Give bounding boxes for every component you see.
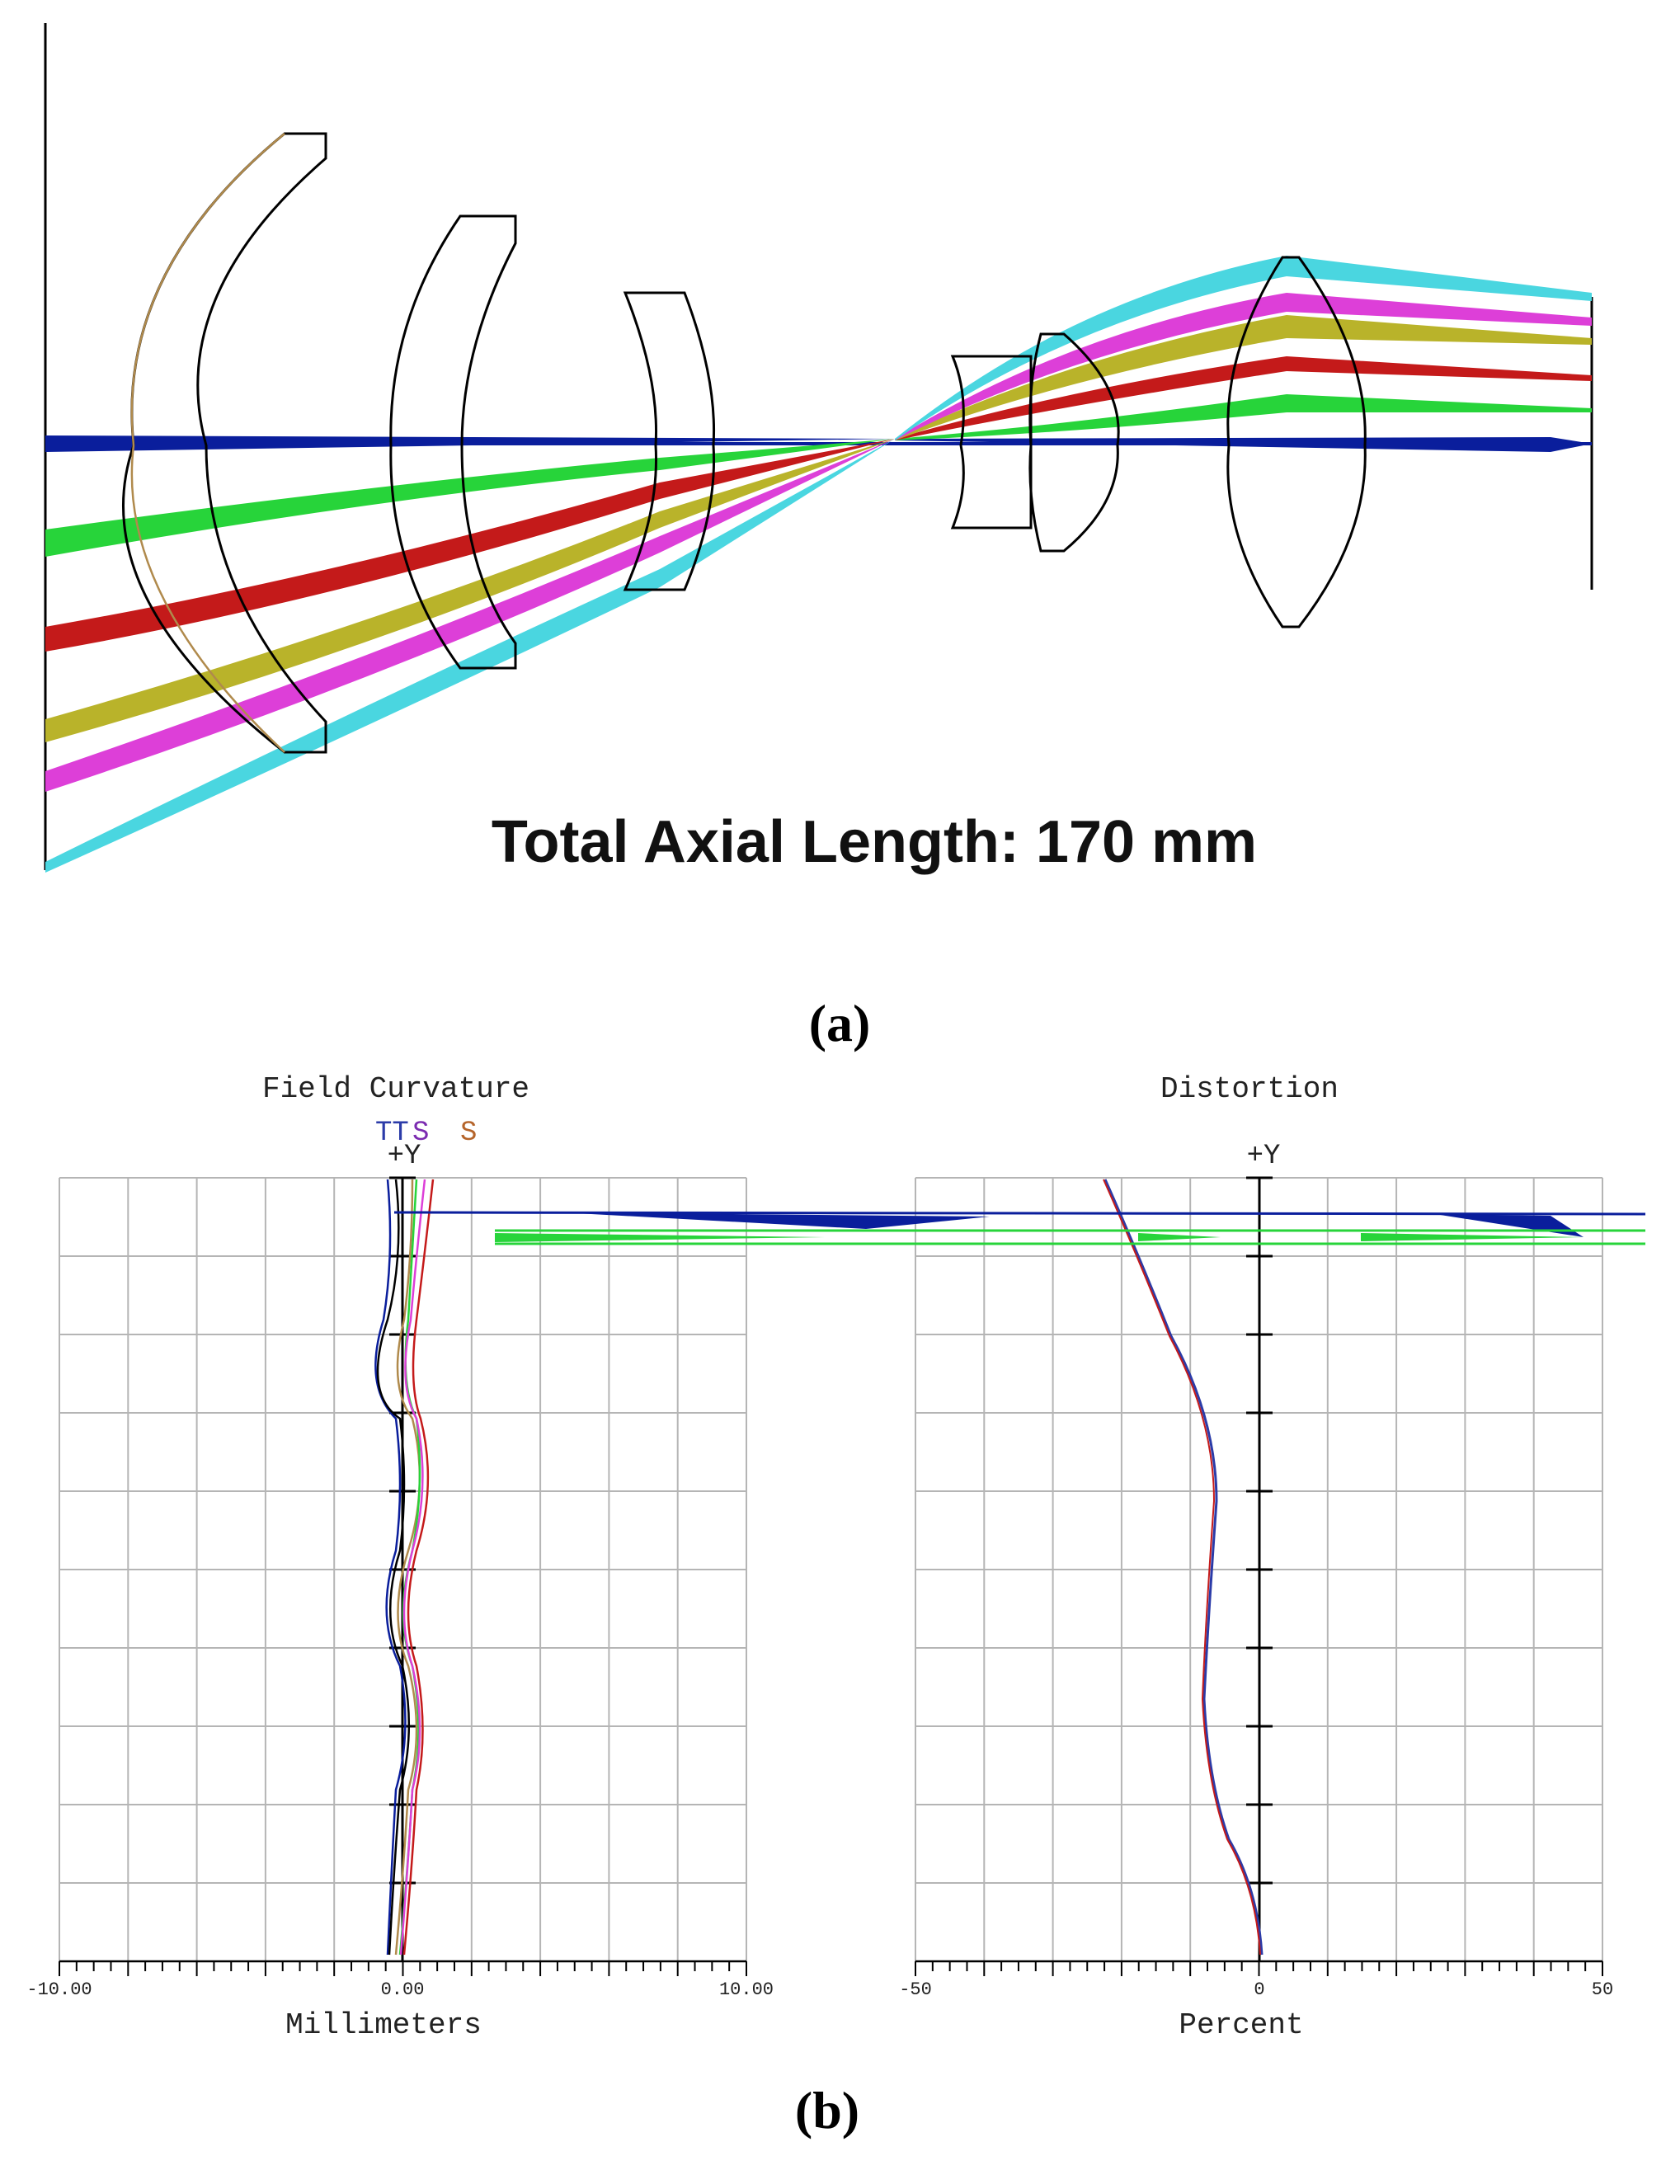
axial-length-label: Total Axial Length: 170 mm bbox=[492, 809, 1257, 875]
distortion-axis-label: +Y bbox=[1247, 1141, 1281, 1172]
field-curvature-x-label: Millimeters bbox=[285, 2008, 482, 2042]
ray-bundle-field-4 bbox=[45, 439, 895, 792]
fc-curve-sagittal-3 bbox=[399, 1179, 426, 1956]
ray-bundle-field-2 bbox=[45, 439, 895, 652]
distortion-curve-1 bbox=[1104, 1179, 1264, 1956]
overlay-blue-fill bbox=[561, 1212, 990, 1229]
distortion-tick-max: 50 bbox=[1592, 1979, 1613, 2000]
field-curvature-title: Field Curvature bbox=[262, 1072, 529, 1106]
ray-bundle-field-5-right bbox=[895, 256, 1592, 440]
fc-curve-tangential-3 bbox=[376, 1179, 411, 1956]
aberration-panel: Field Curvature TT S S +Y -10.00 0.00 10… bbox=[26, 1072, 1646, 2139]
ray-bundle-field-3 bbox=[45, 439, 895, 742]
distortion-curve-2 bbox=[1103, 1179, 1261, 1956]
field-curvature-curves bbox=[374, 1179, 435, 1956]
distortion-grid bbox=[915, 1176, 1603, 1976]
ray-bundle-field-2-right bbox=[895, 356, 1592, 440]
field-curvature-legend-s2: S bbox=[460, 1118, 477, 1149]
lens-layout-panel: Total Axial Length: 170 mm (a) bbox=[44, 23, 1593, 1052]
field-curvature-plot: Field Curvature TT S S +Y -10.00 0.00 10… bbox=[26, 1072, 774, 2042]
lens-element-3 bbox=[623, 291, 716, 591]
fc-curve-tangential-1 bbox=[374, 1179, 407, 1956]
field-curvature-tick-max: 10.00 bbox=[719, 1979, 774, 2000]
panel-b-caption: (b) bbox=[795, 2081, 859, 2139]
distortion-plot: Distortion +Y -50 0 50 Percent bbox=[899, 1072, 1613, 2042]
lens-element-4 bbox=[950, 355, 1033, 530]
lens-element-6 bbox=[1226, 256, 1367, 628]
lens-element-5 bbox=[1028, 332, 1120, 553]
field-curvature-tick-zero: 0.00 bbox=[381, 1979, 425, 2000]
distortion-x-label: Percent bbox=[1179, 2008, 1303, 2042]
overlay-blue-band bbox=[393, 1211, 1646, 1216]
lens-elements bbox=[122, 132, 1367, 754]
overlay-green-fill bbox=[495, 1233, 1584, 1242]
field-curvature-axis-label: +Y bbox=[388, 1141, 421, 1172]
overlay-blue-fill-right bbox=[1435, 1214, 1584, 1237]
fc-curve-sagittal-2 bbox=[402, 1179, 435, 1956]
plot-overlay-artifacts bbox=[393, 1211, 1646, 1245]
lens-element-2 bbox=[389, 214, 517, 670]
distortion-curves bbox=[1103, 1179, 1264, 1956]
field-curvature-legend-s1: S bbox=[412, 1118, 429, 1149]
ray-bundles bbox=[45, 256, 1592, 873]
ray-bundle-field-5 bbox=[45, 439, 895, 873]
panel-a-caption: (a) bbox=[809, 994, 871, 1052]
field-curvature-grid bbox=[59, 1176, 747, 1976]
field-curvature-legend-tt: TT bbox=[375, 1118, 409, 1149]
ray-bundle-field-1-right bbox=[895, 394, 1592, 440]
distortion-title: Distortion bbox=[1160, 1072, 1339, 1106]
distortion-tick-zero: 0 bbox=[1254, 1979, 1264, 2000]
lens-element-1-front-surface bbox=[130, 133, 285, 753]
overlay-green-band bbox=[495, 1229, 1645, 1245]
fc-curve-sagittal-1 bbox=[394, 1179, 421, 1956]
distortion-tick-min: -50 bbox=[899, 1979, 932, 2000]
field-curvature-tick-min: -10.00 bbox=[26, 1979, 92, 2000]
